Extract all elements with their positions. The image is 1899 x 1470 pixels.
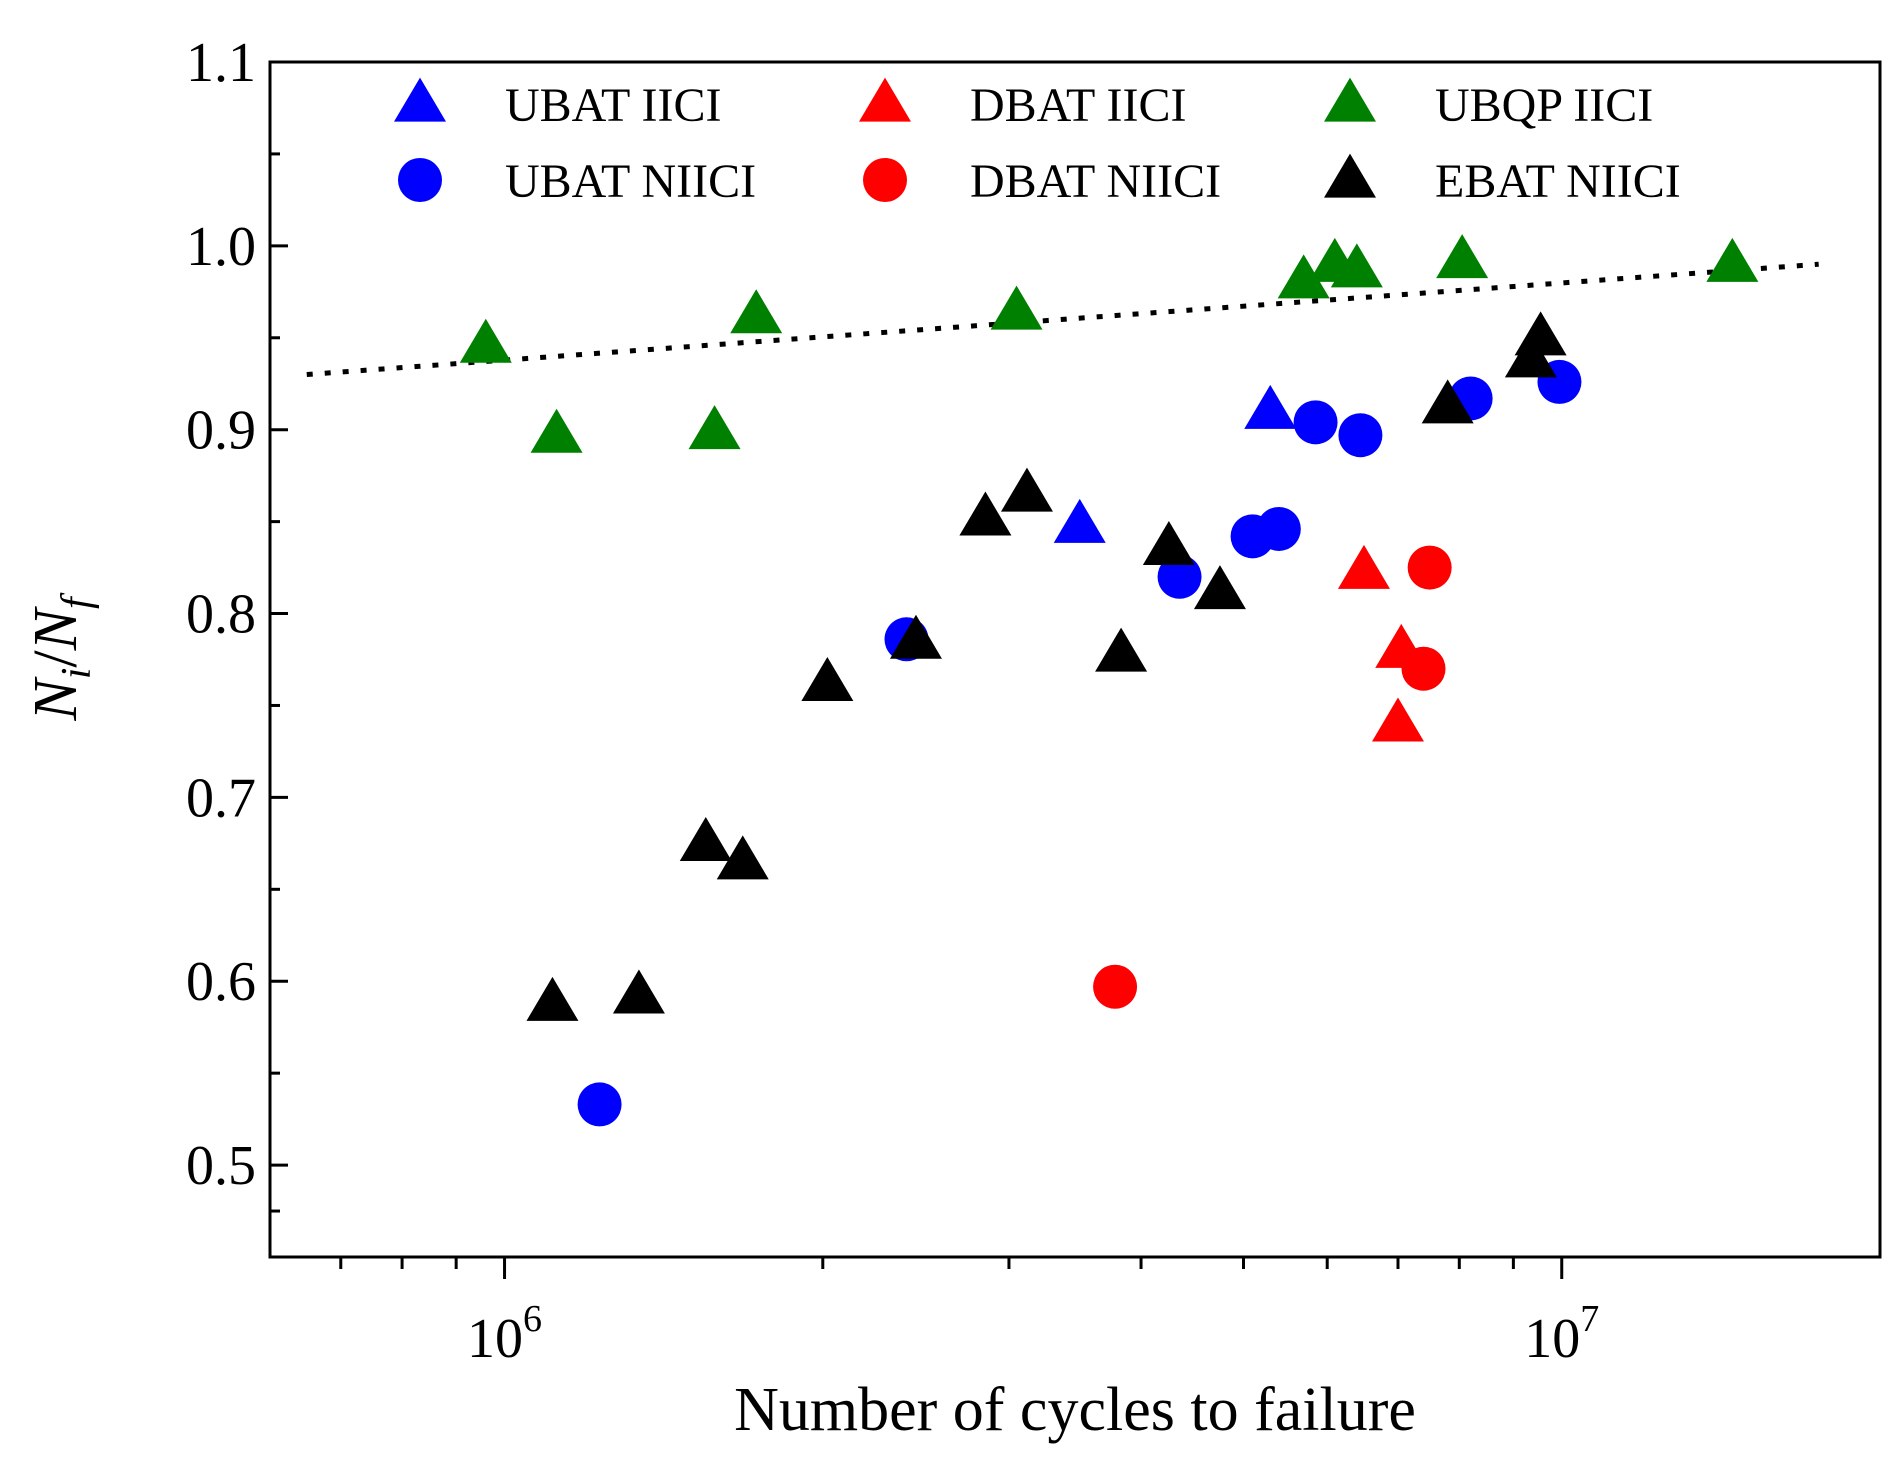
data-point-ubqp-iici (530, 408, 583, 453)
data-point-ebat-niici (889, 614, 942, 659)
x-tick-label: 106 (467, 1298, 542, 1370)
axis-ticks: 0.5 0.6 0.7 0.8 0.9 1.0 1.1 106 107 (186, 32, 1599, 1370)
legend-label: EBAT NIICI (1435, 155, 1681, 208)
data-point-ubqp-iici (1436, 234, 1489, 279)
y-axis-label: Ni/Nf (22, 592, 100, 722)
data-point-ebat-niici (679, 816, 732, 861)
data-point-ebat-niici (1504, 333, 1557, 378)
data-point-ubqp-iici (1706, 237, 1759, 282)
data-point-ubat-niici (1157, 554, 1202, 599)
data-point-ubqp-iici (1277, 254, 1330, 299)
y-tick-label: 0.8 (186, 584, 256, 646)
data-point-ubqp-iici (730, 289, 783, 334)
data-point-ebat-niici (716, 835, 769, 880)
legend-marker (859, 77, 911, 122)
legend-marker (1324, 153, 1376, 198)
legend-marker (398, 158, 442, 202)
trend-line-layer (306, 261, 1819, 378)
y-tick-label: 0.9 (186, 400, 256, 462)
y-tick-label: 0.7 (186, 767, 256, 829)
x-tick-label: 107 (1524, 1298, 1599, 1370)
data-point-ebat-niici (1000, 467, 1053, 512)
data-point-ubqp-iici (1330, 243, 1383, 288)
legend-label: UBQP IICI (1435, 79, 1653, 132)
data-point-dbat-iici (1371, 697, 1424, 742)
data-points-layer (459, 234, 1759, 1127)
x-axis-label: Number of cycles to failure (734, 1376, 1416, 1444)
legend-label: DBAT IICI (970, 79, 1186, 132)
legend-marker (1324, 77, 1376, 122)
data-point-ebat-niici (1095, 627, 1148, 672)
data-point-ubat-niici (1256, 506, 1301, 551)
data-point-ubat-iici (1053, 498, 1106, 543)
legend-marker (863, 158, 907, 202)
y-tick-label: 0.6 (186, 951, 256, 1013)
data-point-ebat-niici (959, 491, 1012, 536)
data-point-ebat-niici (801, 657, 854, 701)
data-point-ebat-niici (526, 976, 579, 1021)
legend: UBAT IICI UBAT NIICI DBAT IICI DBAT NIICI UB… (394, 77, 1681, 208)
data-point-ubat-iici (1244, 384, 1297, 429)
data-point-ubat-niici (577, 1082, 622, 1127)
data-point-ubqp-iici (990, 285, 1043, 330)
data-point-ebat-niici (1142, 520, 1195, 565)
data-point-ebat-niici (1421, 379, 1474, 424)
data-point-ebat-niici (1193, 565, 1246, 610)
legend-label: DBAT NIICI (970, 155, 1221, 208)
data-point-ubqp-iici (459, 318, 512, 363)
data-point-ebat-niici (612, 969, 665, 1014)
y-tick-label: 1.1 (186, 32, 256, 94)
legend-label: UBAT IICI (505, 79, 721, 132)
data-point-dbat-niici (1407, 545, 1452, 590)
data-point-ubat-niici (1338, 413, 1383, 458)
data-point-dbat-niici (1401, 646, 1446, 691)
legend-label: UBAT NIICI (505, 155, 756, 208)
data-point-dbat-niici (1093, 964, 1138, 1009)
trend-line (306, 261, 1819, 378)
y-tick-label: 1.0 (186, 216, 256, 278)
y-tick-label: 0.5 (186, 1135, 256, 1197)
plot-frame (268, 60, 1882, 1259)
data-point-ubat-niici (1293, 400, 1338, 445)
legend-marker (394, 77, 446, 122)
data-point-ubqp-iici (688, 405, 741, 450)
data-point-dbat-iici (1337, 544, 1390, 589)
